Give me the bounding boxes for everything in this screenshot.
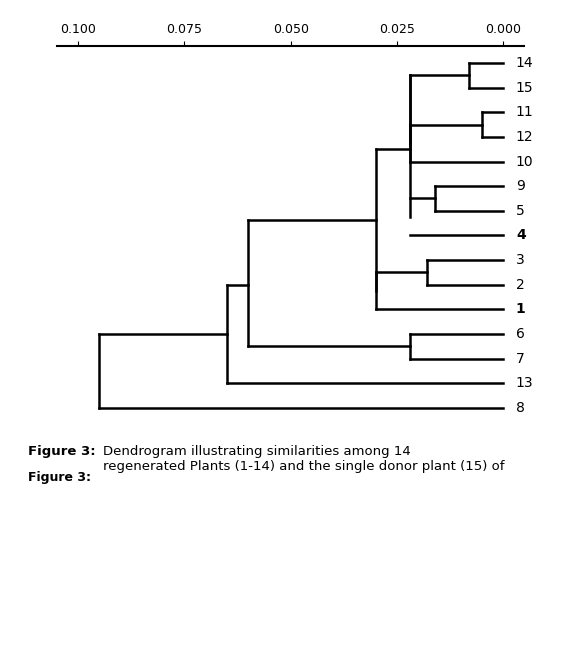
Text: 7: 7: [516, 352, 524, 366]
Text: 11: 11: [516, 105, 534, 119]
Text: 1: 1: [516, 302, 526, 317]
Text: 13: 13: [516, 376, 534, 390]
Text: 3: 3: [516, 253, 524, 267]
Text: Dendrogram illustrating similarities among 14
regenerated Plants (1-14) and the : Dendrogram illustrating similarities amo…: [103, 445, 508, 473]
Text: Figure 3:: Figure 3:: [28, 445, 101, 458]
Text: 6: 6: [516, 327, 525, 341]
Text: 15: 15: [516, 80, 534, 95]
Text: Figure 3:: Figure 3:: [28, 471, 96, 484]
Text: 8: 8: [516, 401, 525, 415]
Text: 10: 10: [516, 154, 534, 169]
Text: 4: 4: [516, 228, 526, 243]
Text: 2: 2: [516, 278, 524, 292]
Text: 14: 14: [516, 56, 534, 70]
Text: 5: 5: [516, 204, 524, 218]
Text: 12: 12: [516, 130, 534, 144]
Text: 9: 9: [516, 179, 525, 193]
